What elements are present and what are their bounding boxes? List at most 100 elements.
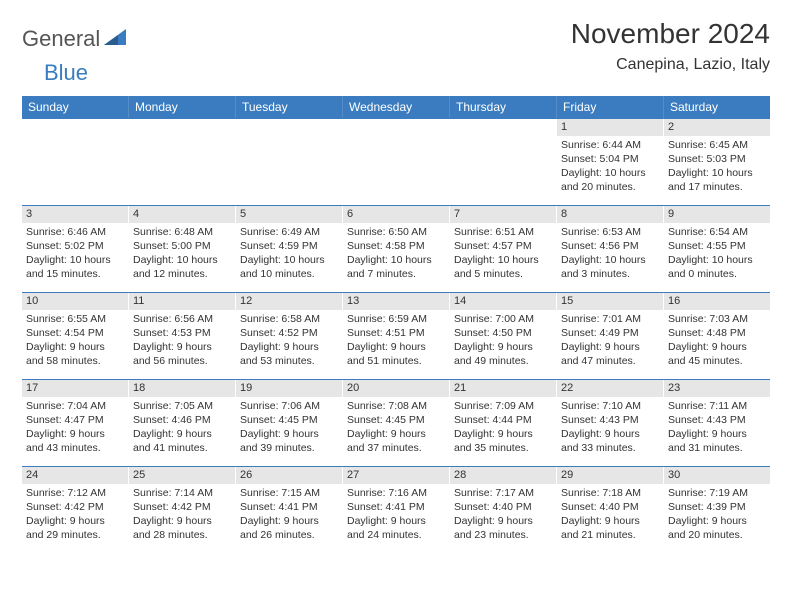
day-sunset: Sunset: 4:45 PM	[240, 413, 338, 427]
day-cell: 17Sunrise: 7:04 AMSunset: 4:47 PMDayligh…	[22, 380, 129, 466]
logo-text-general: General	[22, 26, 100, 52]
day-cell: 5Sunrise: 6:49 AMSunset: 4:59 PMDaylight…	[236, 206, 343, 292]
day-number: 16	[664, 293, 770, 310]
weekday-header: Tuesday	[236, 96, 343, 118]
day-sunrise: Sunrise: 6:48 AM	[133, 225, 231, 239]
day-sunset: Sunset: 4:39 PM	[668, 500, 766, 514]
day-number: 30	[664, 467, 770, 484]
day-sunset: Sunset: 4:55 PM	[668, 239, 766, 253]
day-number: 17	[22, 380, 128, 397]
day-sunrise: Sunrise: 6:45 AM	[668, 138, 766, 152]
day-number: 3	[22, 206, 128, 223]
day-daylight: Daylight: 9 hours and 28 minutes.	[133, 514, 231, 542]
day-sunset: Sunset: 4:57 PM	[454, 239, 552, 253]
day-sunset: Sunset: 4:40 PM	[454, 500, 552, 514]
day-sunrise: Sunrise: 7:14 AM	[133, 486, 231, 500]
day-daylight: Daylight: 9 hours and 24 minutes.	[347, 514, 445, 542]
day-daylight: Daylight: 10 hours and 17 minutes.	[668, 166, 766, 194]
day-number: 15	[557, 293, 663, 310]
day-sunset: Sunset: 4:45 PM	[347, 413, 445, 427]
day-number: 6	[343, 206, 449, 223]
day-number: 10	[22, 293, 128, 310]
day-sunset: Sunset: 5:04 PM	[561, 152, 659, 166]
day-cell: 25Sunrise: 7:14 AMSunset: 4:42 PMDayligh…	[129, 467, 236, 553]
day-daylight: Daylight: 9 hours and 31 minutes.	[668, 427, 766, 455]
day-sunset: Sunset: 5:02 PM	[26, 239, 124, 253]
day-cell: 24Sunrise: 7:12 AMSunset: 4:42 PMDayligh…	[22, 467, 129, 553]
day-number: 8	[557, 206, 663, 223]
day-sunset: Sunset: 4:48 PM	[668, 326, 766, 340]
day-daylight: Daylight: 10 hours and 0 minutes.	[668, 253, 766, 281]
day-daylight: Daylight: 9 hours and 56 minutes.	[133, 340, 231, 368]
day-cell: 30Sunrise: 7:19 AMSunset: 4:39 PMDayligh…	[664, 467, 770, 553]
day-daylight: Daylight: 9 hours and 47 minutes.	[561, 340, 659, 368]
day-sunset: Sunset: 4:59 PM	[240, 239, 338, 253]
day-cell: 9 Sunrise: 6:54 AMSunset: 4:55 PMDaylight…	[664, 206, 770, 292]
day-sunset: Sunset: 4:49 PM	[561, 326, 659, 340]
day-cell: 11Sunrise: 6:56 AMSunset: 4:53 PMDayligh…	[129, 293, 236, 379]
day-sunrise: Sunrise: 7:10 AM	[561, 399, 659, 413]
logo: General	[22, 18, 128, 52]
calendar: SundayMondayTuesdayWednesdayThursdayFrid…	[22, 96, 770, 553]
day-sunrise: Sunrise: 6:56 AM	[133, 312, 231, 326]
day-number: 25	[129, 467, 235, 484]
week-row: 10Sunrise: 6:55 AMSunset: 4:54 PMDayligh…	[22, 292, 770, 379]
day-cell: 20Sunrise: 7:08 AMSunset: 4:45 PMDayligh…	[343, 380, 450, 466]
day-number: 7	[450, 206, 556, 223]
day-sunset: Sunset: 4:43 PM	[561, 413, 659, 427]
day-sunset: Sunset: 4:53 PM	[133, 326, 231, 340]
day-number	[129, 119, 235, 136]
day-sunset: Sunset: 4:42 PM	[26, 500, 124, 514]
day-sunset: Sunset: 4:47 PM	[26, 413, 124, 427]
day-sunrise: Sunrise: 7:15 AM	[240, 486, 338, 500]
day-sunrise: Sunrise: 7:16 AM	[347, 486, 445, 500]
day-cell: 4Sunrise: 6:48 AMSunset: 5:00 PMDaylight…	[129, 206, 236, 292]
weekday-header: Sunday	[22, 96, 129, 118]
day-sunset: Sunset: 4:56 PM	[561, 239, 659, 253]
day-number: 22	[557, 380, 663, 397]
weekday-header: Thursday	[450, 96, 557, 118]
day-number: 18	[129, 380, 235, 397]
day-sunrise: Sunrise: 7:17 AM	[454, 486, 552, 500]
day-sunset: Sunset: 4:58 PM	[347, 239, 445, 253]
day-sunrise: Sunrise: 7:03 AM	[668, 312, 766, 326]
day-sunset: Sunset: 4:41 PM	[347, 500, 445, 514]
day-cell: 12Sunrise: 6:58 AMSunset: 4:52 PMDayligh…	[236, 293, 343, 379]
day-sunrise: Sunrise: 6:49 AM	[240, 225, 338, 239]
day-daylight: Daylight: 10 hours and 7 minutes.	[347, 253, 445, 281]
day-sunrise: Sunrise: 6:44 AM	[561, 138, 659, 152]
day-number: 28	[450, 467, 556, 484]
weekday-header: Monday	[129, 96, 236, 118]
day-daylight: Daylight: 9 hours and 26 minutes.	[240, 514, 338, 542]
day-daylight: Daylight: 9 hours and 33 minutes.	[561, 427, 659, 455]
day-daylight: Daylight: 10 hours and 10 minutes.	[240, 253, 338, 281]
weekday-header: Friday	[557, 96, 664, 118]
day-cell: 1Sunrise: 6:44 AMSunset: 5:04 PMDaylight…	[557, 119, 664, 205]
day-cell: 8Sunrise: 6:53 AMSunset: 4:56 PMDaylight…	[557, 206, 664, 292]
weekday-header-row: SundayMondayTuesdayWednesdayThursdayFrid…	[22, 96, 770, 118]
day-number: 24	[22, 467, 128, 484]
day-daylight: Daylight: 9 hours and 51 minutes.	[347, 340, 445, 368]
day-number: 19	[236, 380, 342, 397]
day-sunset: Sunset: 5:00 PM	[133, 239, 231, 253]
day-sunset: Sunset: 4:46 PM	[133, 413, 231, 427]
day-cell	[343, 119, 450, 205]
day-sunrise: Sunrise: 6:50 AM	[347, 225, 445, 239]
day-sunrise: Sunrise: 7:12 AM	[26, 486, 124, 500]
day-cell	[129, 119, 236, 205]
title-block: November 2024 Canepina, Lazio, Italy	[571, 18, 770, 74]
day-daylight: Daylight: 9 hours and 35 minutes.	[454, 427, 552, 455]
day-cell: 18Sunrise: 7:05 AMSunset: 4:46 PMDayligh…	[129, 380, 236, 466]
day-cell	[450, 119, 557, 205]
day-cell: 19Sunrise: 7:06 AMSunset: 4:45 PMDayligh…	[236, 380, 343, 466]
day-sunrise: Sunrise: 7:08 AM	[347, 399, 445, 413]
day-cell: 14Sunrise: 7:00 AMSunset: 4:50 PMDayligh…	[450, 293, 557, 379]
day-sunrise: Sunrise: 6:54 AM	[668, 225, 766, 239]
day-cell: 21Sunrise: 7:09 AMSunset: 4:44 PMDayligh…	[450, 380, 557, 466]
day-sunset: Sunset: 4:40 PM	[561, 500, 659, 514]
day-cell: 6 Sunrise: 6:50 AMSunset: 4:58 PMDaylight…	[343, 206, 450, 292]
day-number: 9	[664, 206, 770, 223]
day-number	[236, 119, 342, 136]
day-sunset: Sunset: 4:54 PM	[26, 326, 124, 340]
day-number: 26	[236, 467, 342, 484]
